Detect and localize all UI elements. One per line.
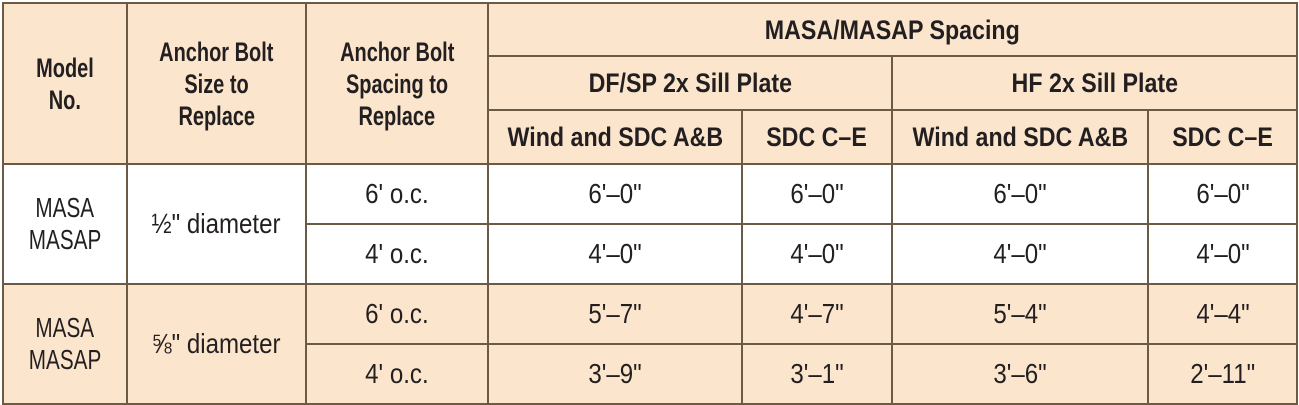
header-model-line-1: Model <box>36 52 94 83</box>
header-hf-sdc: SDC C–E <box>1146 109 1299 165</box>
df-wind-value: 5'–7" <box>588 298 642 329</box>
df-sdc-value: 4'–0" <box>790 238 844 269</box>
table-row: MASA MASAP ⅝" diameter 6' o.c. 5'–7" 4'–… <box>2 283 1299 405</box>
hf-wind-cell: 4'–0" <box>891 223 1149 285</box>
header-bolt-spacing: Anchor Bolt Spacing to Replace <box>305 2 489 165</box>
header-row-1: Model No. Anchor Bolt Size to Replace An… <box>2 2 1299 165</box>
header-model-line-2: No. <box>48 84 82 115</box>
df-sdc-cell: 4'–0" <box>741 223 893 285</box>
header-model-no: Model No. <box>2 2 128 165</box>
df-wind-value: 3'–9" <box>588 358 642 389</box>
hf-wind-value: 6'–0" <box>993 178 1047 209</box>
df-wind-cell: 4'–0" <box>487 223 743 285</box>
hf-sdc-cell: 4'–4" <box>1146 283 1299 345</box>
header-hf-sdc-label: SDC C–E <box>1172 122 1273 152</box>
table-row: 4' o.c. 4'–0" 4'–0" 4'–0" 4'–0" <box>3 223 1299 285</box>
table-row: 4' o.c. 3'–9" 3'–1" 3'–6" 2'–11" <box>3 343 1299 405</box>
df-wind-cell: 3'–9" <box>487 343 743 405</box>
hf-wind-cell: 5'–4" <box>891 283 1149 345</box>
hf-sdc-value: 2'–11" <box>1190 358 1255 389</box>
header-df-sp-label: DF/SP 2x Sill Plate <box>588 68 792 98</box>
header-row-2: DF/SP 2x Sill Plate HF 2x Sill Plate <box>3 55 1299 111</box>
header-masa-spacing-label: MASA/MASAP Spacing <box>765 14 1021 45</box>
hf-sdc-cell: 2'–11" <box>1146 343 1299 405</box>
df-wind-value: 4'–0" <box>588 238 642 269</box>
bolt-size-value: ½" diameter <box>151 208 281 239</box>
hf-sdc-value: 4'–4" <box>1195 298 1250 329</box>
bolt-size-cell: ½" diameter <box>126 163 307 285</box>
model-name: MASA <box>35 192 95 223</box>
bolt-spacing-value: 4' o.c. <box>365 358 429 389</box>
header-hf-wind: Wind and SDC A&B <box>891 109 1149 165</box>
header-bolt-size: Anchor Bolt Size to Replace <box>126 2 307 165</box>
header-hf-wind-label: Wind and SDC A&B <box>912 122 1128 152</box>
header-df-sdc: SDC C–E <box>741 109 893 165</box>
hf-wind-value: 3'–6" <box>993 358 1047 389</box>
bolt-size-value: ⅝" diameter <box>151 328 281 359</box>
model-name: MASAP <box>28 344 102 375</box>
df-wind-cell: 6'–0" <box>487 163 743 225</box>
bolt-spacing-value: 4' o.c. <box>365 238 429 269</box>
df-sdc-value: 4'–7" <box>790 298 844 329</box>
header-df-sp-sill-plate: DF/SP 2x Sill Plate <box>487 55 893 111</box>
df-sdc-value: 6'–0" <box>790 178 844 209</box>
df-sdc-cell: 6'–0" <box>741 163 893 225</box>
hf-wind-cell: 6'–0" <box>891 163 1149 225</box>
hf-sdc-cell: 4'–0" <box>1146 223 1299 285</box>
bolt-spacing-value: 6' o.c. <box>365 178 429 209</box>
header-df-sdc-label: SDC C–E <box>766 122 868 152</box>
header-bolt-spacing-line-1: Anchor Bolt <box>339 36 455 67</box>
model-cell: MASA MASAP <box>2 163 128 285</box>
header-bolt-spacing-line-2: Spacing to <box>345 68 449 99</box>
hf-wind-value: 4'–0" <box>993 238 1047 269</box>
header-row-3: Wind and SDC A&B SDC C–E Wind and SDC A&… <box>3 109 1299 165</box>
header-df-wind-label: Wind and SDC A&B <box>507 122 723 152</box>
hf-wind-cell: 3'–6" <box>891 343 1149 405</box>
header-bolt-size-line-2: Size to <box>184 68 249 99</box>
header-bolt-size-line-1: Anchor Bolt <box>159 36 274 67</box>
table-row: MASA MASAP ½" diameter 6' o.c. 6'–0" 6'–… <box>2 163 1299 285</box>
df-sdc-cell: 4'–7" <box>741 283 893 345</box>
df-sdc-value: 3'–1" <box>790 358 844 389</box>
hf-sdc-value: 6'–0" <box>1195 178 1250 209</box>
hf-sdc-value: 4'–0" <box>1195 238 1250 269</box>
header-hf-label: HF 2x Sill Plate <box>1011 68 1178 98</box>
model-name: MASA <box>35 312 95 343</box>
header-bolt-spacing-line-3: Replace <box>358 100 436 131</box>
bolt-spacing-cell: 6' o.c. <box>305 163 489 225</box>
header-bolt-size-line-3: Replace <box>178 100 255 131</box>
header-masa-spacing: MASA/MASAP Spacing <box>486 2 1299 57</box>
df-wind-value: 6'–0" <box>588 178 642 209</box>
model-name: MASAP <box>28 224 102 255</box>
df-wind-cell: 5'–7" <box>487 283 743 345</box>
bolt-spacing-cell: 4' o.c. <box>305 343 489 405</box>
bolt-size-cell: ⅝" diameter <box>126 283 307 405</box>
df-sdc-cell: 3'–1" <box>741 343 893 405</box>
model-cell: MASA MASAP <box>2 283 128 405</box>
hf-sdc-cell: 6'–0" <box>1146 163 1299 225</box>
bolt-spacing-cell: 6' o.c. <box>305 283 489 345</box>
bolt-spacing-value: 6' o.c. <box>365 298 429 329</box>
hf-wind-value: 5'–4" <box>993 298 1047 329</box>
header-df-wind: Wind and SDC A&B <box>487 109 743 165</box>
bolt-spacing-cell: 4' o.c. <box>305 223 489 285</box>
header-hf-sill-plate: HF 2x Sill Plate <box>890 55 1299 111</box>
